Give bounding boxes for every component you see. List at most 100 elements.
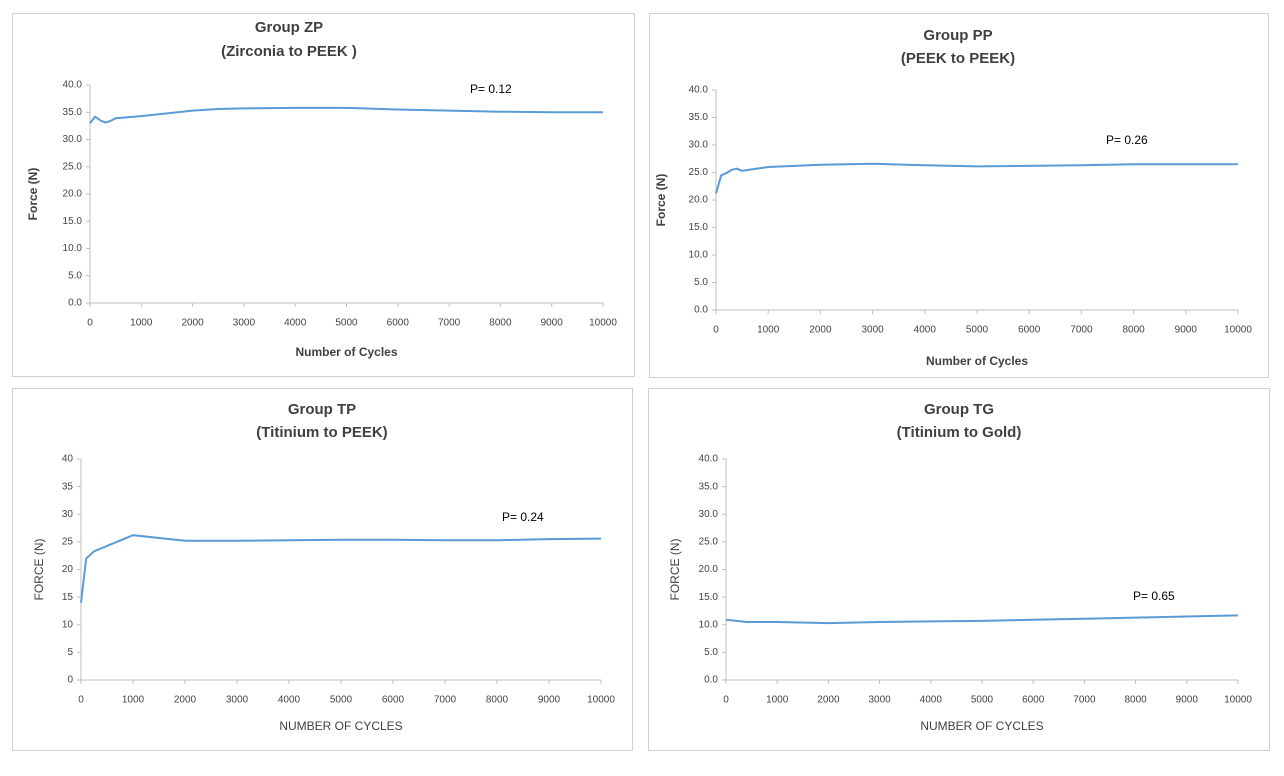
y-tick-label: 40	[62, 454, 74, 465]
x-tick-label: 9000	[538, 695, 561, 706]
x-tick-label: 2000	[809, 325, 832, 336]
x-tick-label: 0	[713, 325, 719, 336]
annotation: P= 0.65	[1133, 589, 1175, 603]
chart-title: Group TG	[924, 401, 994, 418]
y-tick-label: 20.0	[689, 195, 709, 206]
y-tick-label: 15.0	[689, 222, 709, 233]
y-tick-label: 5.0	[68, 270, 82, 281]
y-tick-label: 30.0	[699, 509, 719, 520]
x-tick-label: 5000	[330, 695, 353, 706]
y-tick-label: 35.0	[699, 481, 719, 492]
panel-border	[649, 13, 1269, 378]
y-tick-label: 0.0	[694, 305, 708, 316]
x-tick-label: 0	[87, 318, 93, 329]
y-tick-label: 5	[67, 647, 73, 658]
y-axis-label: Force (N)	[654, 174, 668, 227]
y-tick-label: 15.0	[63, 216, 83, 227]
y-axis-label: FORCE (N)	[668, 539, 682, 601]
x-tick-label: 3000	[226, 695, 249, 706]
x-tick-label: 2000	[174, 695, 197, 706]
chart-subtitle: (PEEK to PEEK)	[901, 50, 1015, 67]
y-tick-label: 15	[62, 592, 74, 603]
chart-title: Group PP	[923, 27, 992, 44]
x-tick-label: 3000	[868, 695, 891, 706]
y-tick-label: 40.0	[699, 454, 719, 465]
chart-title: Group TP	[288, 401, 356, 418]
x-axis-label: Number of Cycles	[926, 354, 1028, 368]
y-tick-label: 0.0	[68, 298, 82, 309]
panel-border	[12, 388, 633, 751]
y-tick-label: 30.0	[63, 134, 83, 145]
x-tick-label: 7000	[434, 695, 457, 706]
y-tick-label: 5.0	[694, 277, 708, 288]
x-axis-label: NUMBER OF CYCLES	[279, 719, 402, 733]
x-tick-label: 3000	[233, 318, 256, 329]
y-axis-label: Force (N)	[26, 168, 40, 221]
x-tick-label: 9000	[1176, 695, 1199, 706]
y-tick-label: 10	[62, 619, 74, 630]
y-tick-label: 25.0	[699, 537, 719, 548]
x-axis-label: Number of Cycles	[295, 345, 397, 359]
annotation: P= 0.26	[1106, 133, 1148, 147]
x-tick-label: 1000	[757, 325, 780, 336]
y-tick-label: 35.0	[689, 112, 709, 123]
x-tick-label: 9000	[541, 318, 564, 329]
x-tick-label: 7000	[438, 318, 461, 329]
panel-border	[648, 388, 1270, 751]
x-tick-label: 4000	[278, 695, 301, 706]
y-tick-label: 20	[62, 564, 74, 575]
y-tick-label: 25.0	[689, 167, 709, 178]
y-tick-label: 0	[67, 675, 73, 686]
x-tick-label: 8000	[1124, 695, 1147, 706]
x-tick-label: 2000	[817, 695, 840, 706]
x-axis-label: NUMBER OF CYCLES	[920, 719, 1043, 733]
x-tick-label: 1000	[766, 695, 789, 706]
x-tick-label: 7000	[1070, 325, 1093, 336]
x-tick-label: 10000	[1224, 695, 1252, 706]
y-tick-label: 30.0	[689, 140, 709, 151]
annotation: P= 0.24	[502, 510, 544, 524]
x-tick-label: 6000	[387, 318, 410, 329]
x-tick-label: 8000	[1122, 325, 1145, 336]
y-tick-label: 15.0	[699, 592, 719, 603]
x-tick-label: 5000	[971, 695, 994, 706]
x-tick-label: 0	[78, 695, 84, 706]
panel-border	[12, 13, 635, 377]
x-tick-label: 8000	[486, 695, 509, 706]
chart-subtitle: (Titinium to Gold)	[897, 424, 1022, 441]
x-tick-label: 7000	[1073, 695, 1096, 706]
y-tick-label: 0.0	[704, 675, 718, 686]
x-tick-label: 2000	[181, 318, 204, 329]
x-tick-label: 1000	[130, 318, 153, 329]
x-tick-label: 4000	[914, 325, 937, 336]
y-tick-label: 35	[62, 481, 74, 492]
x-tick-label: 0	[723, 695, 729, 706]
y-axis-label: FORCE (N)	[32, 539, 46, 601]
y-tick-label: 25.0	[63, 161, 83, 172]
x-tick-label: 3000	[861, 325, 884, 336]
data-line	[89, 106, 603, 124]
y-tick-label: 20.0	[699, 564, 719, 575]
x-tick-label: 10000	[587, 695, 615, 706]
x-tick-label: 10000	[589, 318, 617, 329]
data-line	[715, 162, 1238, 194]
y-tick-label: 40.0	[63, 80, 83, 91]
x-tick-label: 6000	[1018, 325, 1041, 336]
chart-subtitle: (Titinium to PEEK)	[256, 424, 387, 441]
x-tick-label: 1000	[122, 695, 145, 706]
chart-title: Group ZP	[255, 19, 323, 36]
x-tick-label: 5000	[335, 318, 358, 329]
chart-subtitle: (Zirconia to PEEK )	[221, 43, 357, 60]
x-tick-label: 6000	[382, 695, 405, 706]
data-line	[725, 614, 1239, 625]
x-tick-label: 5000	[966, 325, 989, 336]
y-tick-label: 25	[62, 537, 74, 548]
y-tick-label: 40.0	[689, 85, 709, 96]
y-tick-label: 35.0	[63, 107, 83, 118]
x-tick-label: 9000	[1175, 325, 1198, 336]
x-tick-label: 6000	[1022, 695, 1045, 706]
y-tick-label: 5.0	[704, 647, 718, 658]
y-tick-label: 10.0	[699, 619, 719, 630]
y-tick-label: 20.0	[63, 189, 83, 200]
